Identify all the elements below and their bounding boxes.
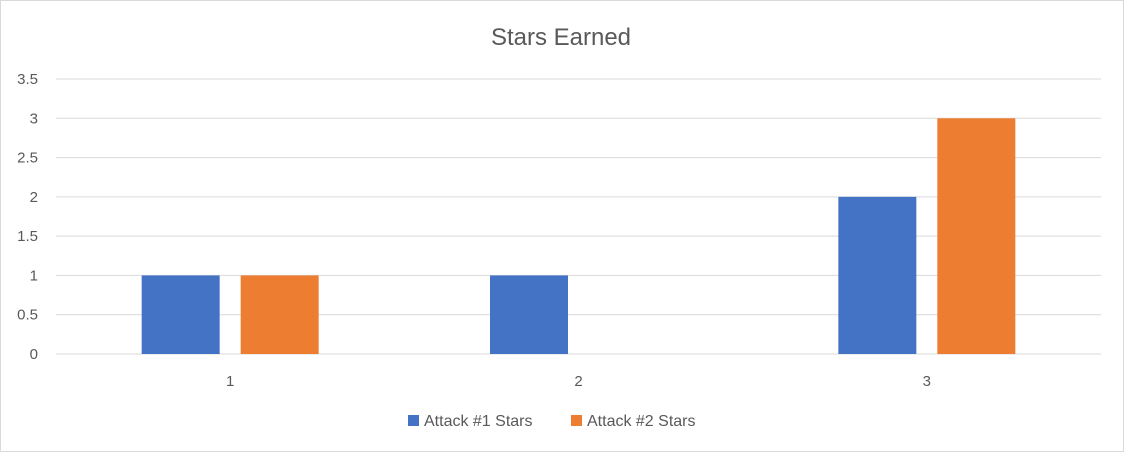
y-tick-label: 1 xyxy=(30,267,38,284)
legend-swatch xyxy=(408,415,419,426)
y-tick-label: 2 xyxy=(30,189,38,206)
x-tick-label: 2 xyxy=(574,373,582,390)
bar-attack-2-stars-cat-3 xyxy=(937,118,1016,355)
y-tick-label: 0 xyxy=(30,346,38,363)
bar-attack-1-stars-cat-3 xyxy=(838,196,917,354)
bar-attack-2-stars-cat-1 xyxy=(240,275,319,354)
legend: Attack #1 Stars Attack #2 Stars xyxy=(408,413,696,430)
legend-swatch xyxy=(571,415,582,426)
legend-label: Attack #2 Stars xyxy=(587,413,696,430)
x-tick-label: 3 xyxy=(923,373,931,390)
y-tick-label: 0.5 xyxy=(17,307,38,324)
bar-attack-1-stars-cat-2 xyxy=(490,275,568,354)
bar-attack-1-stars-cat-1 xyxy=(141,275,220,354)
chart-title: Stars Earned xyxy=(491,24,631,51)
bars xyxy=(141,118,1016,355)
legend-label: Attack #1 Stars xyxy=(424,413,533,430)
y-tick-label: 2.5 xyxy=(17,150,38,167)
x-axis: 1 2 3 xyxy=(226,373,931,390)
y-axis: 0 0.5 1 1.5 2 2.5 3 3.5 xyxy=(17,71,38,363)
x-tick-label: 1 xyxy=(226,373,234,390)
gridlines xyxy=(56,78,1101,355)
y-tick-label: 1.5 xyxy=(17,228,38,245)
y-tick-label: 3 xyxy=(30,110,38,127)
y-tick-label: 3.5 xyxy=(17,71,38,88)
